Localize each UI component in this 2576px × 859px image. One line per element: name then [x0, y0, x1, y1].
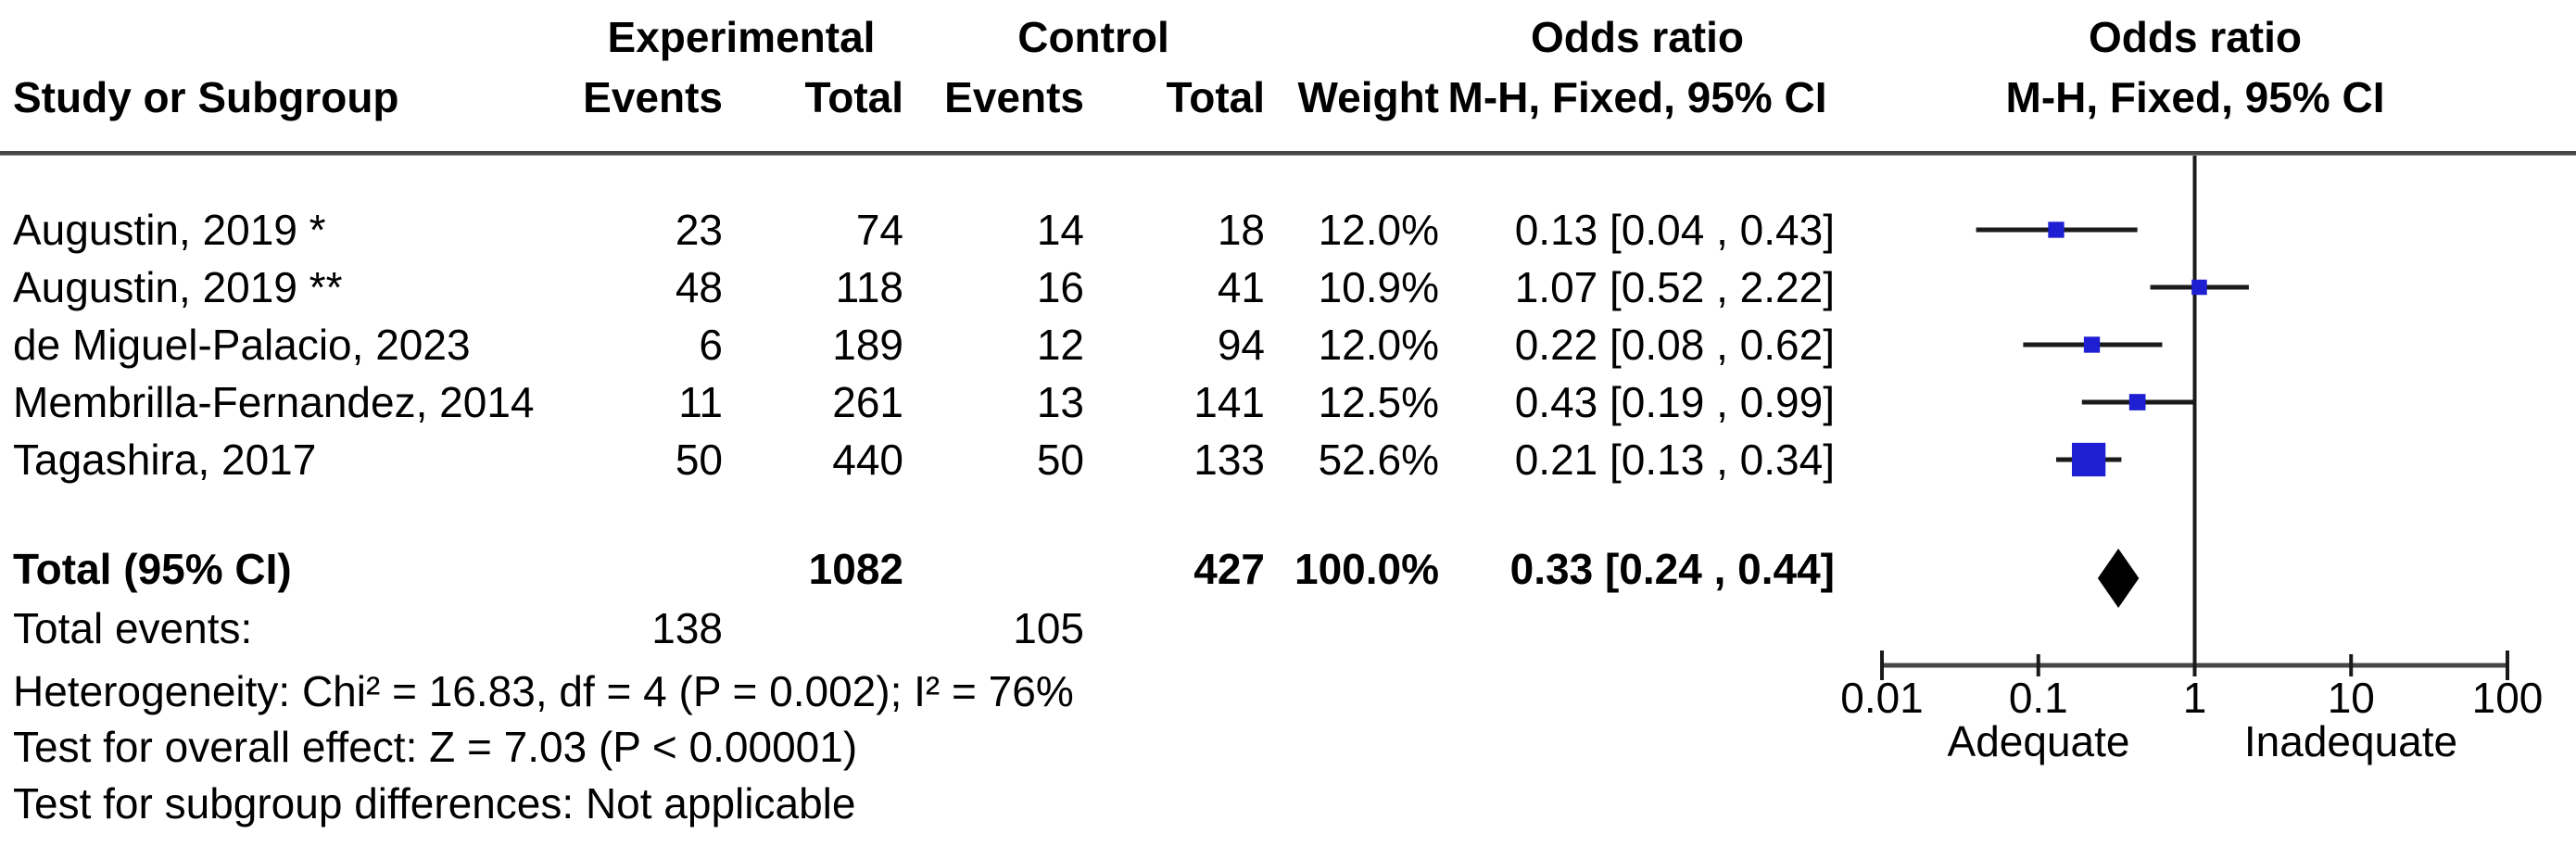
experimental-total: 440: [832, 436, 903, 484]
header-divider-rule: [0, 151, 2576, 156]
odds-ratio-ci-text: 0.43 [0.19 , 0.99]: [1514, 378, 1835, 426]
study-row: de Miguel-Palacio, 2023 6 189 12 94 12.0…: [0, 316, 2576, 373]
header-control-total: Total: [1166, 73, 1265, 121]
header-group-row: Experimental Control Odds ratio Odds rat…: [0, 8, 2576, 66]
experimental-total: 118: [835, 263, 903, 311]
experimental-events: 6: [699, 321, 723, 369]
study-name: Tagashira, 2017: [13, 436, 317, 484]
x-tick-label: 0.01: [1840, 674, 1924, 722]
study-row: Tagashira, 2017 50 440 50 133 52.6% 0.21…: [0, 431, 2576, 488]
odds-ratio-ci-text: 0.13 [0.04 , 0.43]: [1514, 206, 1835, 254]
study-row: Augustin, 2019 * 23 74 14 18 12.0% 0.13 …: [0, 201, 2576, 259]
experimental-events: 23: [675, 206, 723, 254]
header-study-or-subgroup: Study or Subgroup: [13, 73, 399, 121]
control-events: 14: [1036, 206, 1084, 254]
x-tick-label: 1: [2182, 674, 2207, 722]
header-control-group: Control: [1017, 13, 1169, 61]
header-odds-ratio-method: M-H, Fixed, 95% CI: [1447, 73, 1827, 121]
study-weight: 52.6%: [1318, 436, 1439, 484]
control-events: 13: [1036, 378, 1084, 426]
total-control-total: 427: [1193, 545, 1265, 593]
experimental-total: 261: [832, 378, 903, 426]
study-name: de Miguel-Palacio, 2023: [13, 321, 471, 369]
header-experimental-events: Events: [583, 73, 723, 121]
total-events-control: 105: [1013, 604, 1084, 652]
total-odds-ratio-ci-text: 0.33 [0.24 , 0.44]: [1509, 545, 1835, 593]
study-name: Membrilla-Fernandez, 2014: [13, 378, 535, 426]
experimental-total: 74: [855, 206, 903, 254]
study-name: Augustin, 2019 *: [13, 206, 326, 254]
odds-ratio-ci-text: 0.21 [0.13 , 0.34]: [1514, 436, 1835, 484]
total-events-experimental: 138: [651, 604, 723, 652]
control-total: 133: [1193, 436, 1265, 484]
subgroup-differences-note: Test for subgroup differences: Not appli…: [13, 779, 856, 827]
study-weight: 12.0%: [1318, 206, 1439, 254]
header-odds-ratio-plot-title: Odds ratio: [2088, 13, 2303, 61]
heterogeneity-note: Heterogeneity: Chi² = 16.83, df = 4 (P =…: [13, 667, 1074, 715]
study-row: Membrilla-Fernandez, 2014 11 261 13 141 …: [0, 373, 2576, 431]
study-weight: 12.5%: [1318, 378, 1439, 426]
header-experimental-total: Total: [804, 73, 903, 121]
total-row: Total (95% CI) 1082 427 100.0% 0.33 [0.2…: [0, 540, 2576, 598]
study-name: Augustin, 2019 **: [13, 263, 343, 311]
header-experimental-group: Experimental: [607, 13, 876, 61]
axis-right-region-label: Inadequate: [2243, 717, 2458, 765]
odds-ratio-ci-text: 0.22 [0.08 , 0.62]: [1514, 321, 1835, 369]
control-events: 12: [1036, 321, 1084, 369]
study-weight: 12.0%: [1318, 321, 1439, 369]
control-total: 94: [1217, 321, 1265, 369]
x-tick-label: 0.1: [2008, 674, 2068, 722]
control-events: 16: [1036, 263, 1084, 311]
x-tick-label: 100: [2471, 674, 2544, 722]
overall-effect-note: Test for overall effect: Z = 7.03 (P < 0…: [13, 723, 858, 771]
total-label: Total (95% CI): [13, 545, 292, 593]
header-control-events: Events: [944, 73, 1084, 121]
control-total: 141: [1193, 378, 1265, 426]
total-events-label: Total events:: [13, 604, 253, 652]
control-total: 18: [1217, 206, 1265, 254]
header-odds-ratio-column-title: Odds ratio: [1530, 13, 1745, 61]
header-columns-row: Study or Subgroup Events Total Events To…: [0, 69, 2576, 126]
control-total: 41: [1217, 263, 1265, 311]
odds-ratio-ci-text: 1.07 [0.52 , 2.22]: [1514, 263, 1835, 311]
experimental-total: 189: [832, 321, 903, 369]
study-row: Augustin, 2019 ** 48 118 16 41 10.9% 1.0…: [0, 259, 2576, 316]
total-events-row: Total events: 138 105: [0, 600, 2576, 657]
header-plot-method: M-H, Fixed, 95% CI: [2005, 73, 2385, 121]
total-experimental-total: 1082: [808, 545, 903, 593]
axis-left-region-label: Adequate: [1947, 717, 2130, 765]
x-tick-label: 10: [2327, 674, 2375, 722]
total-weight: 100.0%: [1294, 545, 1439, 593]
experimental-events: 50: [675, 436, 723, 484]
study-weight: 10.9%: [1318, 263, 1439, 311]
experimental-events: 48: [675, 263, 723, 311]
control-events: 50: [1036, 436, 1084, 484]
experimental-events: 11: [678, 378, 723, 426]
header-weight: Weight: [1297, 73, 1439, 121]
